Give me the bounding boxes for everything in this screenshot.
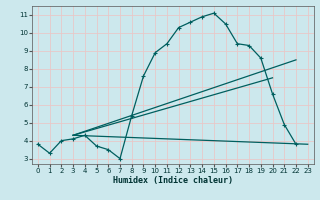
- X-axis label: Humidex (Indice chaleur): Humidex (Indice chaleur): [113, 176, 233, 185]
